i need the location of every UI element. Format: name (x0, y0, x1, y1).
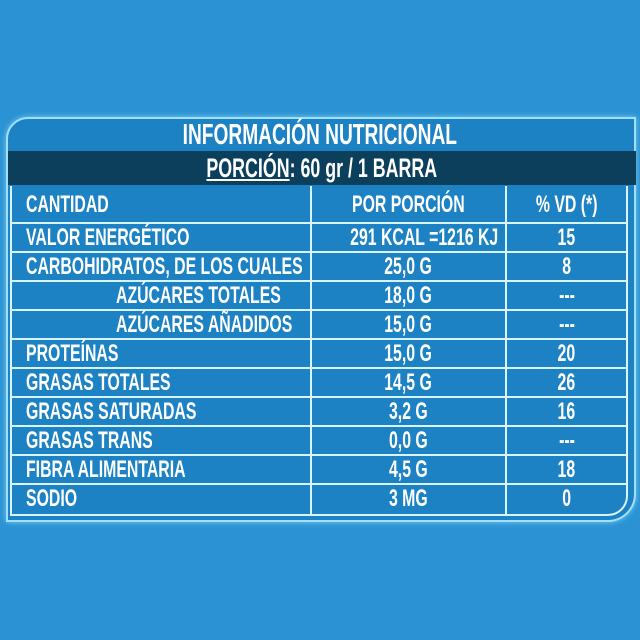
nutrient-dv: 20 (507, 340, 626, 367)
portion-value: : 60 gr / 1 BARRA (289, 153, 438, 183)
header-dv: % VD (*) (507, 186, 626, 222)
nutrient-name-text: CARBOHIDRATOS, DE LOS CUALES (26, 253, 303, 280)
nutrient-value: 4,5 G (312, 456, 507, 483)
nutrient-name: VALOR ENERGÉTICO (12, 224, 312, 251)
portion-text: PORCIÓN: 60 gr / 1 BARRA (207, 151, 438, 185)
nutrient-name: GRASAS TOTALES (12, 369, 312, 396)
nutrition-table: CANTIDAD POR PORCIÓN % VD (*) VALOR ENER… (10, 186, 628, 516)
table-row: PROTEÍNAS 15,0 G 20 (12, 340, 626, 369)
nutrient-name: GRASAS TRANS (12, 427, 312, 454)
nutrient-dv: 18 (507, 456, 626, 483)
nutrient-name: PROTEÍNAS (12, 340, 312, 367)
nutrient-name: FIBRA ALIMENTARIA (12, 456, 312, 483)
nutrient-name: AZÚCARES AÑADIDOS (12, 311, 312, 338)
nutrient-value: 14,5 G (312, 369, 507, 396)
nutrient-dv: 26 (507, 369, 626, 396)
nutrient-value-text: 3,2 G (389, 398, 428, 425)
nutrient-value: 15,0 G (312, 340, 507, 367)
nutrient-dv: 8 (507, 253, 626, 280)
header-amount-text: CANTIDAD (26, 191, 109, 218)
nutrient-dv-text: --- (558, 427, 575, 454)
table-row: GRASAS SATURADAS 3,2 G 16 (12, 398, 626, 427)
nutrient-name-text: SODIO (26, 485, 78, 512)
nutrient-name-text: VALOR ENERGÉTICO (26, 224, 190, 251)
nutrient-name: SODIO (12, 485, 312, 514)
header-amount: CANTIDAD (12, 186, 312, 222)
nutrient-value-text: 14,5 G (384, 369, 433, 396)
portion-label: PORCIÓN (206, 153, 290, 183)
table-row: AZÚCARES AÑADIDOS 15,0 G --- (12, 311, 626, 340)
table-row: GRASAS TOTALES 14,5 G 26 (12, 369, 626, 398)
nutrient-dv-text: 26 (557, 369, 576, 396)
nutrient-value-text: 15,0 G (384, 311, 433, 338)
nutrient-value: 15,0 G (312, 311, 507, 338)
table-row: FIBRA ALIMENTARIA 4,5 G 18 (12, 456, 626, 485)
nutrient-value: 291 KCAL =1216 KJ (312, 224, 507, 251)
nutrient-dv-text: --- (558, 311, 575, 338)
nutrient-value: 0,0 G (312, 427, 507, 454)
title-text: INFORMACIÓN NUTRICIONAL (182, 119, 458, 151)
nutrient-name: GRASAS SATURADAS (12, 398, 312, 425)
nutrient-value: 3,2 G (312, 398, 507, 425)
header-per-portion-text: POR PORCIÓN (352, 191, 465, 218)
nutrient-dv-text: --- (558, 282, 575, 309)
header-per-portion: POR PORCIÓN (312, 186, 507, 222)
nutrient-value: 25,0 G (312, 253, 507, 280)
nutrient-value-text: 0,0 G (389, 427, 428, 454)
portion-band: PORCIÓN: 60 gr / 1 BARRA (8, 151, 636, 185)
nutrient-name-text: GRASAS TOTALES (26, 369, 171, 396)
nutrient-dv-text: 18 (557, 456, 576, 483)
nutrient-name-text: FIBRA ALIMENTARIA (26, 456, 186, 483)
nutrient-dv: 0 (507, 485, 626, 514)
nutrient-value-text: 25,0 G (384, 253, 433, 280)
nutrient-value-text: 291 KCAL =1216 KJ (350, 224, 499, 251)
nutrient-name-text: GRASAS TRANS (26, 427, 153, 454)
table-row: VALOR ENERGÉTICO 291 KCAL =1216 KJ 15 (12, 224, 626, 253)
nutrient-dv: --- (507, 282, 626, 309)
nutrient-dv-text: 0 (562, 485, 571, 512)
nutrient-value-text: 4,5 G (389, 456, 428, 483)
nutrient-dv: --- (507, 427, 626, 454)
table-row: CARBOHIDRATOS, DE LOS CUALES 25,0 G 8 (12, 253, 626, 282)
nutrient-value-text: 18,0 G (384, 282, 433, 309)
nutrient-name-text: AZÚCARES TOTALES (116, 282, 281, 309)
nutrient-name: AZÚCARES TOTALES (12, 282, 312, 309)
nutrient-dv-text: 16 (557, 398, 576, 425)
header-dv-text: % VD (*) (535, 191, 598, 218)
table-row: SODIO 3 MG 0 (12, 485, 626, 514)
nutrient-dv-text: 20 (557, 340, 576, 367)
nutrient-value-text: 15,0 G (384, 340, 433, 367)
table-header: CANTIDAD POR PORCIÓN % VD (*) (12, 186, 626, 224)
nutrient-dv: --- (507, 311, 626, 338)
nutrient-dv: 15 (507, 224, 626, 251)
nutrient-dv-text: 15 (557, 224, 576, 251)
table-row: GRASAS TRANS 0,0 G --- (12, 427, 626, 456)
table-row: AZÚCARES TOTALES 18,0 G --- (12, 282, 626, 311)
nutrient-dv: 16 (507, 398, 626, 425)
nutrient-dv-text: 8 (562, 253, 571, 280)
nutrient-name-text: PROTEÍNAS (26, 340, 119, 367)
nutrient-value-text: 3 MG (389, 485, 428, 512)
nutrient-value: 18,0 G (312, 282, 507, 309)
nutrient-value: 3 MG (312, 485, 507, 514)
nutrient-name-text: GRASAS SATURADAS (26, 398, 197, 425)
nutrient-name-text: AZÚCARES AÑADIDOS (116, 311, 293, 338)
nutrient-name: CARBOHIDRATOS, DE LOS CUALES (12, 253, 312, 280)
nutrition-title: INFORMACIÓN NUTRICIONAL (0, 119, 640, 151)
